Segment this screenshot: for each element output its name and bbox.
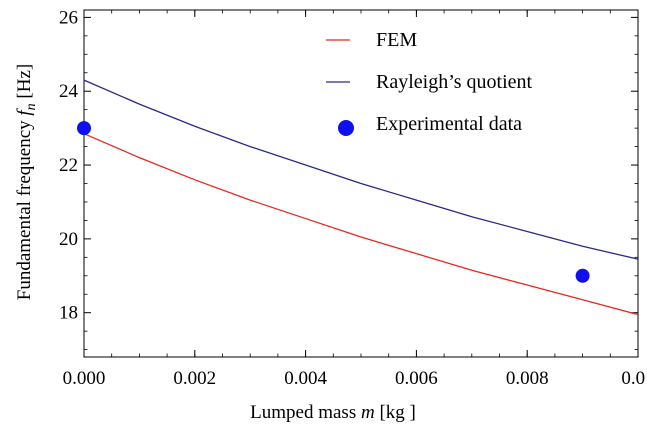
y-tick-label: 24: [59, 81, 79, 102]
y-axis-label-prefix: Fundamental frequency: [14, 116, 35, 301]
x-tick-label: 0.01: [621, 368, 647, 389]
series-layer: [77, 79, 639, 316]
x-axis-label-variable: m: [361, 402, 375, 423]
y-axis-ticks: 18 20 22 24 26: [59, 7, 638, 351]
legend-label: Rayleigh’s quotient: [376, 71, 533, 93]
series-line-2: [83, 79, 639, 260]
x-axis-label-suffix: [kg ]: [375, 402, 416, 423]
y-tick-label: 22: [59, 155, 78, 176]
x-axis-ticks: 0.000 0.002 0.004 0.006 0.008 0.01: [63, 10, 647, 389]
legend-swatch-marker: [338, 120, 354, 136]
x-tick-label: 0.000: [63, 368, 106, 389]
y-axis-label: Fundamental frequency fn [Hz]: [14, 64, 39, 301]
data-point: [77, 121, 91, 136]
y-axis-label-variable: f: [14, 108, 35, 116]
data-point: [575, 268, 590, 283]
y-tick-label: 18: [59, 303, 78, 324]
x-axis-label-prefix: Lumped mass: [250, 402, 361, 423]
y-tick-label: 20: [59, 229, 78, 250]
x-tick-label: 0.006: [395, 368, 438, 389]
y-axis-label-suffix: [Hz]: [14, 64, 35, 104]
legend-label: FEM: [376, 29, 417, 51]
x-tick-label: 0.008: [506, 368, 549, 389]
x-tick-label: 0.002: [173, 368, 216, 389]
series-line-1: [83, 133, 639, 316]
legend: FEM Rayleigh’s quotient Experimental data: [326, 29, 533, 136]
y-axis-label-subscript: n: [24, 103, 39, 110]
x-axis-label: Lumped mass m [kg ]: [250, 402, 416, 423]
legend-label: Experimental data: [376, 113, 522, 135]
x-tick-label: 0.004: [284, 368, 327, 389]
y-tick-label: 26: [59, 7, 78, 28]
